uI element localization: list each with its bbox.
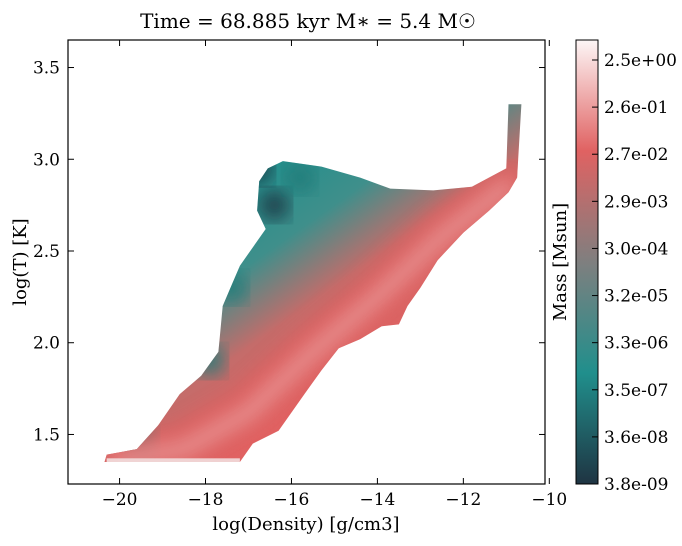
x-axis-ticks: −20 −18 −16 −14 −12 −10 (102, 40, 567, 510)
heatmap-ridge-core (111, 178, 515, 462)
heatmap-floor (106, 458, 240, 462)
y-tick-label: 3.5 (33, 59, 60, 79)
colorbar-gradient (575, 39, 599, 485)
y-tick-label: 2.0 (33, 334, 60, 354)
x-tick-label: −12 (445, 490, 481, 510)
chart-title: Time = 68.885 kyr M∗ = 5.4 M☉ (140, 9, 476, 33)
colorbar-tick-label: 2.5e+00 (604, 51, 677, 71)
x-tick-label: −10 (531, 490, 567, 510)
colorbar-tick-label: 3.2e-05 (604, 287, 668, 307)
y-tick-label: 1.5 (33, 425, 60, 445)
colorbar-tick-label: 3.8e-09 (604, 475, 668, 495)
y-tick-label: 3.0 (33, 150, 60, 170)
plot-area: −20 −18 −16 −14 −12 −10 1.5 2.0 2.5 3.0 3.5 (33, 39, 567, 510)
heatmap-cell (258, 189, 291, 222)
x-tick-label: −16 (274, 490, 310, 510)
y-axis-ticks: 1.5 2.0 2.5 3.0 3.5 (33, 59, 545, 445)
colorbar-tick-label: 3.0e-04 (604, 239, 668, 259)
y-axis-label: log(T) [K] (10, 218, 31, 305)
colorbar-tick-label: 2.9e-03 (604, 192, 668, 212)
x-axis-label: log(Density) [g/cm3] (212, 514, 399, 535)
colorbar-tick-label: 3.5e-07 (604, 381, 668, 401)
colorbar-tick-label: 2.7e-02 (604, 145, 668, 165)
colorbar-ticks: 2.5e+00 2.6e-01 2.7e-02 2.9e-03 3.0e-04 3.2e-… (592, 51, 677, 495)
heatmap-cell (284, 161, 317, 194)
y-tick-label: 2.5 (33, 242, 60, 262)
colorbar: 2.5e+00 2.6e-01 2.7e-02 2.9e-03 3.0e-04 3.2e-… (550, 39, 677, 495)
x-tick-label: −20 (102, 490, 138, 510)
colorbar-tick-label: 3.6e-08 (604, 428, 668, 448)
plot-frame (67, 39, 546, 485)
x-tick-label: −18 (188, 490, 224, 510)
x-tick-label: −14 (359, 490, 395, 510)
colorbar-label: Mass [Msun] (550, 203, 571, 321)
colorbar-tick-label: 2.6e-01 (604, 98, 668, 118)
colorbar-tick-label: 3.3e-06 (604, 334, 668, 354)
